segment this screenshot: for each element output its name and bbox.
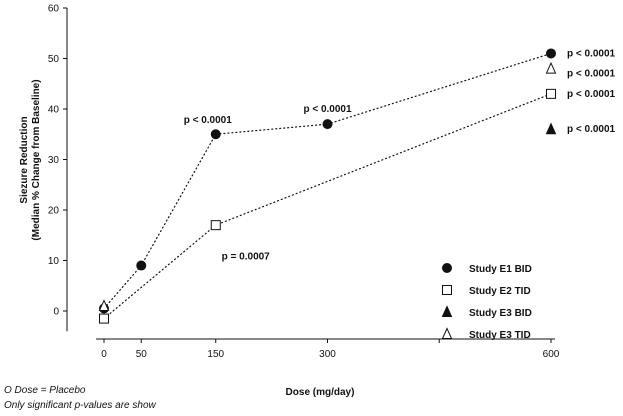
y-axis-title: Siezure Reduction(Median % Change from B… bbox=[19, 79, 42, 240]
y-tick-label-50: 50 bbox=[48, 54, 60, 65]
legend-marker-study-e3-tid bbox=[441, 327, 453, 339]
p-value-annotation-4: p < 0.0001 bbox=[567, 69, 616, 80]
y-tick-label-10: 10 bbox=[48, 256, 60, 267]
legend-marker-study-e3-bid bbox=[441, 305, 453, 317]
data-point-study-e1-bid-4 bbox=[546, 48, 556, 59]
p-value-annotation-0: p < 0.0001 bbox=[184, 115, 233, 126]
annotations-layer: p < 0.0001 p < 0.0001 p = 0.0007 p < 0.0001… bbox=[184, 48, 616, 262]
x-tick-label-50: 50 bbox=[136, 349, 148, 360]
p-value-annotation-5: p < 0.0001 bbox=[567, 89, 616, 100]
y-tick-label-20: 20 bbox=[48, 206, 60, 217]
legend-label-study-e2-tid: Study E2 TID bbox=[469, 286, 531, 297]
y-axis-title-line-1: Siezure Reduction bbox=[19, 116, 30, 203]
data-point-study-e1-bid-3 bbox=[322, 119, 333, 130]
footnotes: O Dose = Placebo Only significant p-value… bbox=[4, 385, 157, 411]
series-line-study-e2-tid bbox=[103, 93, 552, 320]
data-point-study-e3-bid-0 bbox=[545, 122, 557, 135]
legend: Study E1 BID Study E2 TID Study E3 BID Stud… bbox=[441, 263, 532, 341]
legend-label-study-e3-tid: Study E3 TID bbox=[469, 330, 531, 341]
x-tick-label-600: 600 bbox=[543, 349, 560, 360]
x-tick-label-150: 150 bbox=[207, 349, 224, 360]
footnote-1: Only significant p-values are show bbox=[4, 400, 157, 411]
x-tick-label-300: 300 bbox=[319, 349, 336, 360]
data-point-study-e2-tid-2 bbox=[546, 88, 556, 99]
y-axis-title-line-2: (Median % Change from Baseline) bbox=[31, 79, 42, 240]
legend-label-study-e1-bid: Study E1 BID bbox=[469, 264, 532, 275]
data-point-study-e3-tid-0 bbox=[98, 299, 110, 311]
y-tick-label-30: 30 bbox=[48, 155, 60, 166]
p-value-annotation-1: p < 0.0001 bbox=[303, 104, 352, 115]
y-tick-label-0: 0 bbox=[53, 307, 59, 318]
data-point-study-e2-tid-0 bbox=[99, 313, 109, 324]
p-value-annotation-6: p < 0.0001 bbox=[567, 124, 616, 135]
x-tick-label-0: 0 bbox=[101, 349, 107, 360]
p-value-annotation-2: p = 0.0007 bbox=[222, 251, 271, 262]
footnote-0: O Dose = Placebo bbox=[4, 385, 86, 396]
data-point-study-e1-bid-2 bbox=[210, 129, 221, 140]
data-point-study-e2-tid-1 bbox=[210, 220, 221, 231]
legend-marker-study-e1-bid bbox=[442, 263, 452, 273]
x-axis-title: Dose (mg/day) bbox=[286, 387, 355, 398]
series-layer bbox=[98, 48, 557, 324]
legend-label-study-e3-bid: Study E3 BID bbox=[469, 308, 532, 319]
legend-marker-study-e2-tid bbox=[442, 285, 452, 295]
y-tick-label-40: 40 bbox=[48, 105, 60, 116]
p-value-annotation-3: p < 0.0001 bbox=[567, 48, 616, 59]
data-point-study-e1-bid-1 bbox=[136, 260, 147, 271]
y-tick-label-60: 60 bbox=[48, 4, 60, 15]
data-point-study-e3-tid-1 bbox=[545, 61, 557, 74]
